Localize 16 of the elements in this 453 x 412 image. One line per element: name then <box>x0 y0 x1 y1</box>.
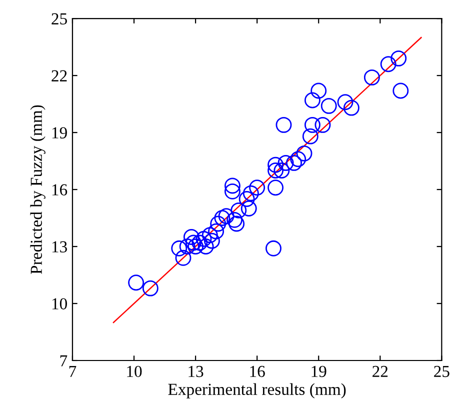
y-tick-label: 22 <box>52 70 67 82</box>
y-tick-label: 13 <box>52 241 67 252</box>
y-axis-title: Predicted by Fuzzy (mm) <box>30 105 46 274</box>
x-tick-label: 25 <box>434 366 450 378</box>
x-tick-label: 22 <box>372 366 388 377</box>
y-tick-label: 10 <box>52 298 67 310</box>
x-axis-title: Experimental results (mm) <box>168 383 346 398</box>
x-tick-label: 16 <box>250 366 265 378</box>
y-tick-label: 7 <box>60 355 68 366</box>
y-tick-label: 19 <box>52 127 67 138</box>
x-tick-label: 10 <box>127 366 142 378</box>
y-tick-label: 16 <box>52 184 68 196</box>
y-tick-label: 25 <box>52 13 67 24</box>
x-tick-label: 7 <box>69 366 76 377</box>
x-tick-label: 19 <box>312 366 326 378</box>
x-tick-label: 13 <box>188 366 204 378</box>
